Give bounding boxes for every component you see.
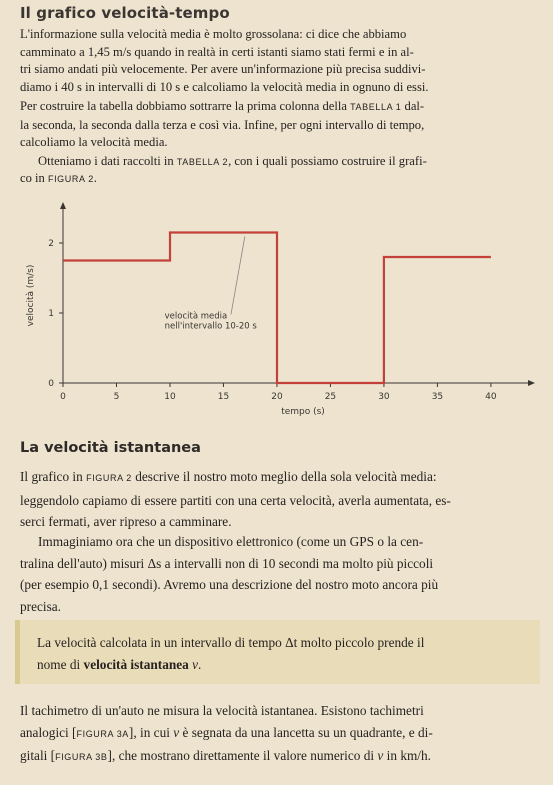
velocity-step-line bbox=[63, 231, 491, 385]
annotation-label: velocità media bbox=[165, 312, 228, 322]
annotation-leader-line bbox=[230, 236, 246, 315]
text-line: calcoliamo la velocità media. bbox=[20, 135, 168, 149]
definition-text: La velocità calcolata in un intervallo d… bbox=[37, 632, 532, 676]
table-reference: TABELLA 1 bbox=[350, 102, 402, 112]
text-line: gitali [FIGURA 3B], che mostrano diretta… bbox=[20, 745, 540, 769]
body-paragraph-1: Il grafico in FIGURA 2 descrive il nostr… bbox=[20, 466, 540, 533]
subsection-title: La velocità istantanea bbox=[20, 440, 201, 456]
figure-reference: FIGURA 2 bbox=[47, 174, 94, 184]
intro-paragraph-3: Otteniamo i dati raccolti in TABELLA 2, … bbox=[20, 153, 532, 172]
y-axis-label: velocità (m/s) bbox=[26, 265, 36, 327]
table-reference: TABELLA 2 bbox=[176, 157, 229, 167]
x-tick-label: 5 bbox=[114, 392, 120, 402]
text-line: diamo i 40 s in intervalli di 10 s e cal… bbox=[20, 79, 429, 94]
annotation-label: nell'intervallo 10-20 s bbox=[165, 322, 258, 332]
definition-box: La velocità calcolata in un intervallo d… bbox=[15, 620, 540, 684]
body-paragraph-3: Il tachimetro di un'auto ne misura la ve… bbox=[20, 700, 540, 769]
x-tick-label: 10 bbox=[164, 392, 176, 402]
x-tick-label: 20 bbox=[271, 392, 283, 402]
text-span: Per costruire la tabella dobbiamo sottra… bbox=[20, 99, 351, 113]
symbol-v: v bbox=[377, 748, 384, 763]
definition-box-accent bbox=[15, 620, 20, 684]
x-axis-label: tempo (s) bbox=[281, 407, 325, 417]
text-span: è segnata da una lancetta su un quadrant… bbox=[179, 724, 433, 740]
text-line: leggendolo capiamo di essere partiti con… bbox=[20, 492, 451, 508]
text-span: analogici [ bbox=[20, 724, 77, 740]
text-line: Il grafico in FIGURA 2 descrive il nostr… bbox=[20, 466, 540, 490]
text-line: tri siamo andati più velocemente. Per av… bbox=[20, 62, 426, 76]
intro-paragraph-1: L'informazione sulla velocità media è mo… bbox=[20, 26, 532, 96]
text-line: co in FIGURA 2. bbox=[20, 170, 532, 189]
text-span: descrive il nostro moto meglio della sol… bbox=[131, 469, 437, 484]
text-span: Il grafico in bbox=[20, 469, 87, 484]
term-instantaneous-velocity: velocità istantanea bbox=[83, 657, 189, 672]
text-span: , con i quali possiamo costruire il graf… bbox=[228, 154, 427, 168]
x-axis-arrow bbox=[528, 380, 535, 386]
text-line: nome di velocità istantanea v. bbox=[37, 654, 532, 676]
text-line: Immaginiamo ora che un dispositivo elett… bbox=[38, 534, 424, 549]
figure-reference: FIGURA 3A bbox=[76, 728, 129, 739]
section-title: Il grafico velocità-tempo bbox=[20, 4, 230, 22]
text-line: precisa. bbox=[20, 598, 61, 614]
text-span: gitali [ bbox=[20, 748, 56, 763]
y-tick-label: 1 bbox=[48, 309, 54, 319]
text-line: L'informazione sulla velocità media è mo… bbox=[20, 27, 407, 41]
text-line: serci fermati, aver ripreso a camminare. bbox=[20, 514, 232, 529]
y-axis-arrow bbox=[60, 202, 66, 209]
x-tick-label: 40 bbox=[485, 392, 497, 402]
text-span: Otteniamo i dati raccolti in bbox=[38, 154, 177, 168]
figure-reference: FIGURA 3B bbox=[55, 752, 108, 762]
figure-reference: FIGURA 2 bbox=[86, 473, 132, 483]
text-span: ], che mostrano direttamente il valore n… bbox=[107, 748, 378, 763]
text-span: nome di bbox=[37, 657, 84, 672]
text-span: . bbox=[198, 657, 202, 672]
text-line: camminato a 1,45 m/s quando in realtà in… bbox=[20, 44, 414, 59]
text-line: (per esempio 0,1 secondi). Avremo una de… bbox=[20, 577, 439, 592]
intro-paragraph-3-cont: co in FIGURA 2. bbox=[20, 170, 532, 189]
x-tick-label: 15 bbox=[218, 392, 229, 402]
symbol-v: v bbox=[173, 724, 180, 740]
text-line: La velocità calcolata in un intervallo d… bbox=[37, 635, 425, 650]
x-tick-label: 0 bbox=[60, 392, 66, 402]
text-line: la seconda, la seconda dalla terza e cos… bbox=[20, 117, 425, 132]
text-span: . bbox=[93, 171, 97, 185]
text-line: Il tachimetro di un'auto ne misura la ve… bbox=[20, 703, 424, 718]
y-tick-label: 0 bbox=[48, 379, 54, 389]
velocity-time-chart: 0 5 10 15 20 25 30 35 40 0 1 2 tempo (s) velocità (m/… bbox=[26, 202, 535, 417]
y-tick-label: 2 bbox=[48, 239, 54, 249]
text-line: Otteniamo i dati raccolti in TABELLA 2, … bbox=[38, 153, 532, 172]
x-tick-label: 30 bbox=[378, 392, 390, 402]
text-line: tralina dell'auto) misuri Δs a intervall… bbox=[20, 555, 434, 571]
body-paragraph-2: Immaginiamo ora che un dispositivo elett… bbox=[20, 531, 540, 617]
symbol-v: v bbox=[192, 657, 199, 672]
text-line: Per costruire la tabella dobbiamo sottra… bbox=[20, 98, 532, 117]
text-span: in km/h. bbox=[383, 748, 431, 763]
text-span: dal- bbox=[401, 99, 425, 113]
text-line: analogici [FIGURA 3A], in cui v è segnat… bbox=[20, 722, 540, 746]
text-span: co in bbox=[20, 171, 48, 185]
intro-paragraph-2: Per costruire la tabella dobbiamo sottra… bbox=[20, 98, 532, 152]
text-span: ], in cui bbox=[128, 724, 174, 740]
x-tick-label: 35 bbox=[432, 392, 443, 402]
x-tick-label: 25 bbox=[325, 392, 336, 402]
